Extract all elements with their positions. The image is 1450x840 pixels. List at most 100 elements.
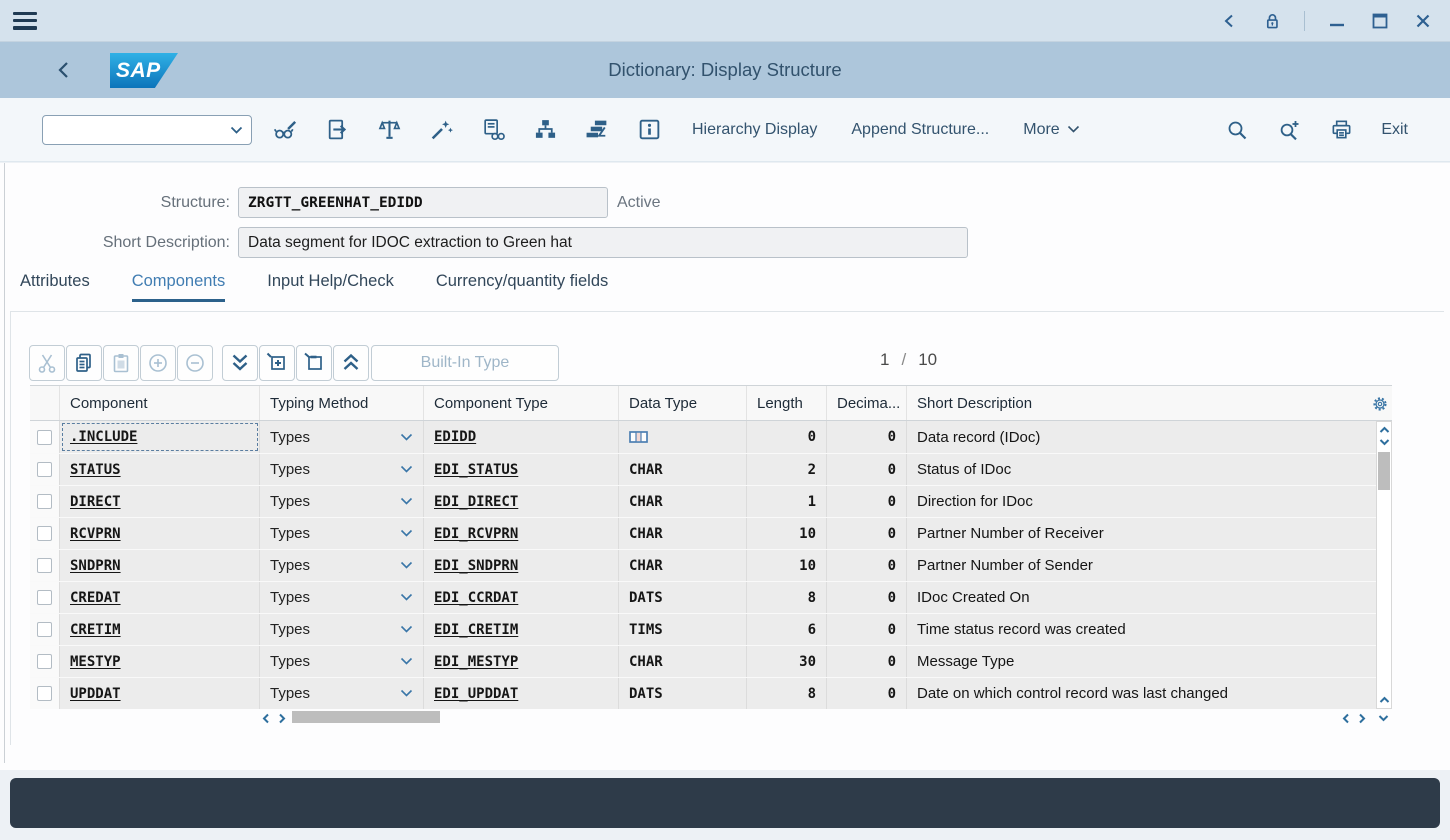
component-type-link[interactable]: EDI_UPDDAT (434, 686, 518, 702)
component-link[interactable]: UPDDAT (70, 686, 121, 702)
search-icon[interactable] (1219, 112, 1255, 148)
header-short-description[interactable]: Short Description (907, 386, 1376, 420)
copy-icon[interactable] (66, 345, 102, 381)
header-component-type[interactable]: Component Type (424, 386, 619, 420)
component-link[interactable]: SNDPRN (70, 558, 121, 574)
cell-typing-method[interactable]: Types (260, 646, 424, 677)
component-type-link[interactable]: EDI_STATUS (434, 462, 518, 478)
cell-typing-method[interactable]: Types (260, 550, 424, 581)
component-link[interactable]: DIRECT (70, 494, 121, 510)
row-checkbox[interactable] (37, 654, 52, 669)
horizontal-scrollbar-thumb[interactable] (292, 711, 440, 723)
vertical-scrollbar-thumb[interactable] (1378, 452, 1390, 490)
chevron-down-icon[interactable] (400, 593, 413, 602)
chevron-down-icon[interactable] (400, 497, 413, 506)
maximize-icon[interactable] (1369, 10, 1391, 32)
horizontal-scrollbar[interactable] (30, 709, 1392, 725)
print-icon[interactable] (1323, 112, 1359, 148)
other-object-icon[interactable] (319, 112, 355, 148)
table-settings-gear-icon[interactable] (1371, 395, 1389, 413)
delete-line-icon[interactable] (296, 345, 332, 381)
chevron-down-icon[interactable] (400, 561, 413, 570)
tab-attributes[interactable]: Attributes (20, 272, 90, 305)
add-row-icon[interactable] (140, 345, 176, 381)
component-type-link[interactable]: EDI_RCVPRN (434, 526, 518, 542)
scroll-right-corner-icon[interactable] (1358, 713, 1366, 724)
component-link[interactable]: RCVPRN (70, 526, 121, 542)
activate-icon[interactable] (423, 112, 459, 148)
back-chevron-icon[interactable] (56, 60, 70, 80)
scroll-left-corner-icon[interactable] (1342, 713, 1350, 724)
consistency-check-icon[interactable] (371, 112, 407, 148)
cut-icon[interactable] (29, 345, 65, 381)
row-checkbox[interactable] (37, 622, 52, 637)
object-directory-icon[interactable] (527, 112, 563, 148)
close-icon[interactable] (1412, 10, 1434, 32)
header-component[interactable]: Component (60, 386, 260, 420)
chevron-down-icon[interactable] (400, 465, 413, 474)
move-down-icon[interactable] (222, 345, 258, 381)
tab-currency-quantity-fields[interactable]: Currency/quantity fields (436, 272, 608, 305)
insert-line-icon[interactable] (259, 345, 295, 381)
row-checkbox[interactable] (37, 430, 52, 445)
scroll-left-icon[interactable] (262, 713, 270, 724)
component-link[interactable]: CREDAT (70, 590, 121, 606)
row-checkbox[interactable] (37, 494, 52, 509)
component-type-link[interactable]: EDI_DIRECT (434, 494, 518, 510)
hierarchy-display-button[interactable]: Hierarchy Display (683, 112, 826, 148)
more-button[interactable]: More (1014, 112, 1088, 148)
cell-typing-method[interactable]: Types (260, 582, 424, 613)
component-link[interactable]: .INCLUDE (70, 429, 137, 445)
component-type-link[interactable]: EDIDD (434, 429, 476, 445)
move-up-icon[interactable] (333, 345, 369, 381)
header-data-type[interactable]: Data Type (619, 386, 747, 420)
row-checkbox[interactable] (37, 590, 52, 605)
chevron-left-icon[interactable] (1218, 10, 1240, 32)
component-type-link[interactable]: EDI_SNDPRN (434, 558, 518, 574)
structure-field[interactable]: ZRGTT_GREENHAT_EDIDD (238, 187, 608, 218)
chevron-down-icon[interactable] (400, 689, 413, 698)
component-link[interactable]: CRETIM (70, 622, 121, 638)
command-field-input[interactable] (43, 116, 223, 144)
chevron-down-icon[interactable] (400, 657, 413, 666)
cell-typing-method[interactable]: Types (260, 614, 424, 645)
hamburger-menu-icon[interactable] (13, 12, 37, 30)
row-checkbox[interactable] (37, 462, 52, 477)
vertical-scrollbar[interactable] (1376, 421, 1392, 709)
runtime-object-icon[interactable] (579, 112, 615, 148)
header-typing-method[interactable]: Typing Method (260, 386, 424, 420)
where-used-list-icon[interactable] (475, 112, 511, 148)
command-field[interactable] (42, 115, 252, 145)
display-change-icon[interactable] (267, 112, 303, 148)
chevron-down-icon[interactable] (400, 529, 413, 538)
tab-components[interactable]: Components (132, 272, 226, 305)
component-link[interactable]: MESTYP (70, 654, 121, 670)
chevron-down-icon[interactable] (400, 625, 413, 634)
scroll-up-icon[interactable] (1379, 426, 1390, 434)
component-link[interactable]: STATUS (70, 462, 121, 478)
row-checkbox[interactable] (37, 558, 52, 573)
row-checkbox[interactable] (37, 686, 52, 701)
chevron-down-icon[interactable] (230, 126, 243, 135)
paste-icon[interactable] (103, 345, 139, 381)
search-plus-icon[interactable] (1271, 112, 1307, 148)
cell-typing-method[interactable]: Types (260, 678, 424, 709)
tab-input-help-check[interactable]: Input Help/Check (267, 272, 394, 305)
cell-typing-method[interactable]: Types (260, 454, 424, 485)
cell-typing-method[interactable]: Types (260, 421, 424, 453)
chevron-down-icon[interactable] (400, 433, 413, 442)
scroll-down-icon[interactable] (1379, 438, 1390, 446)
component-type-link[interactable]: EDI_CCRDAT (434, 590, 518, 606)
minimize-icon[interactable] (1326, 10, 1348, 32)
remove-row-icon[interactable] (177, 345, 213, 381)
row-checkbox[interactable] (37, 526, 52, 541)
lock-unlocked-icon[interactable] (1261, 10, 1283, 32)
short-description-field[interactable]: Data segment for IDOC extraction to Gree… (238, 227, 968, 258)
cell-typing-method[interactable]: Types (260, 518, 424, 549)
header-length[interactable]: Length (747, 386, 827, 420)
cell-typing-method[interactable]: Types (260, 486, 424, 517)
built-in-type-button[interactable]: Built-In Type (371, 345, 559, 381)
component-type-link[interactable]: EDI_MESTYP (434, 654, 518, 670)
information-icon[interactable] (631, 112, 667, 148)
append-structure-button[interactable]: Append Structure... (842, 112, 998, 148)
